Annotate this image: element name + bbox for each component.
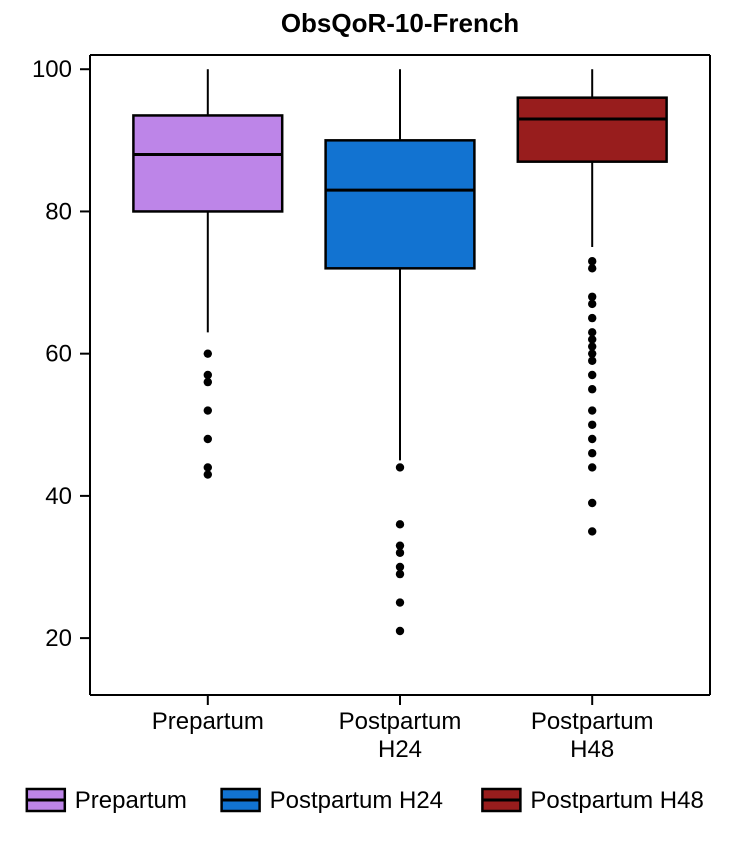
outlier-point [588,357,596,365]
outlier-point [204,349,212,357]
outlier-point [588,300,596,308]
outlier-point [396,520,404,528]
outlier-point [588,435,596,443]
box [518,98,667,162]
outlier-point [396,570,404,578]
y-tick-label: 40 [45,483,72,510]
box [133,115,282,211]
y-tick-label: 80 [45,198,72,225]
chart-title: ObsQoR-10-French [281,8,519,38]
outlier-point [588,406,596,414]
outlier-point [204,435,212,443]
outlier-point [396,549,404,557]
x-tick-label: H24 [378,736,422,763]
boxplot-chart: ObsQoR-10-French 20 40 60 80 100 Prepartum Post… [0,0,742,855]
x-tick-label: Postpartum [339,708,462,735]
y-tick-label: 60 [45,341,72,368]
outlier-point [588,385,596,393]
legend-label: Postpartum H48 [530,787,703,814]
outlier-point [588,371,596,379]
outlier-point [588,449,596,457]
outlier-point [204,470,212,478]
box [326,140,475,268]
x-tick-label: Postpartum [531,708,654,735]
legend-label: Postpartum H24 [270,787,443,814]
outlier-point [588,499,596,507]
y-tick-label: 100 [32,56,72,83]
chart-svg: ObsQoR-10-French 20 40 60 80 100 Prepartum Post… [0,0,742,855]
outlier-point [204,406,212,414]
outlier-point [588,527,596,535]
outlier-point [588,314,596,322]
legend-label: Prepartum [75,787,187,814]
outlier-point [396,463,404,471]
outlier-point [204,378,212,386]
y-tick-label: 20 [45,625,72,652]
outlier-point [396,598,404,606]
outlier-point [396,627,404,635]
outlier-point [588,264,596,272]
outlier-point [588,421,596,429]
outlier-point [588,463,596,471]
x-tick-label: Prepartum [152,708,264,735]
x-tick-label: H48 [570,736,614,763]
